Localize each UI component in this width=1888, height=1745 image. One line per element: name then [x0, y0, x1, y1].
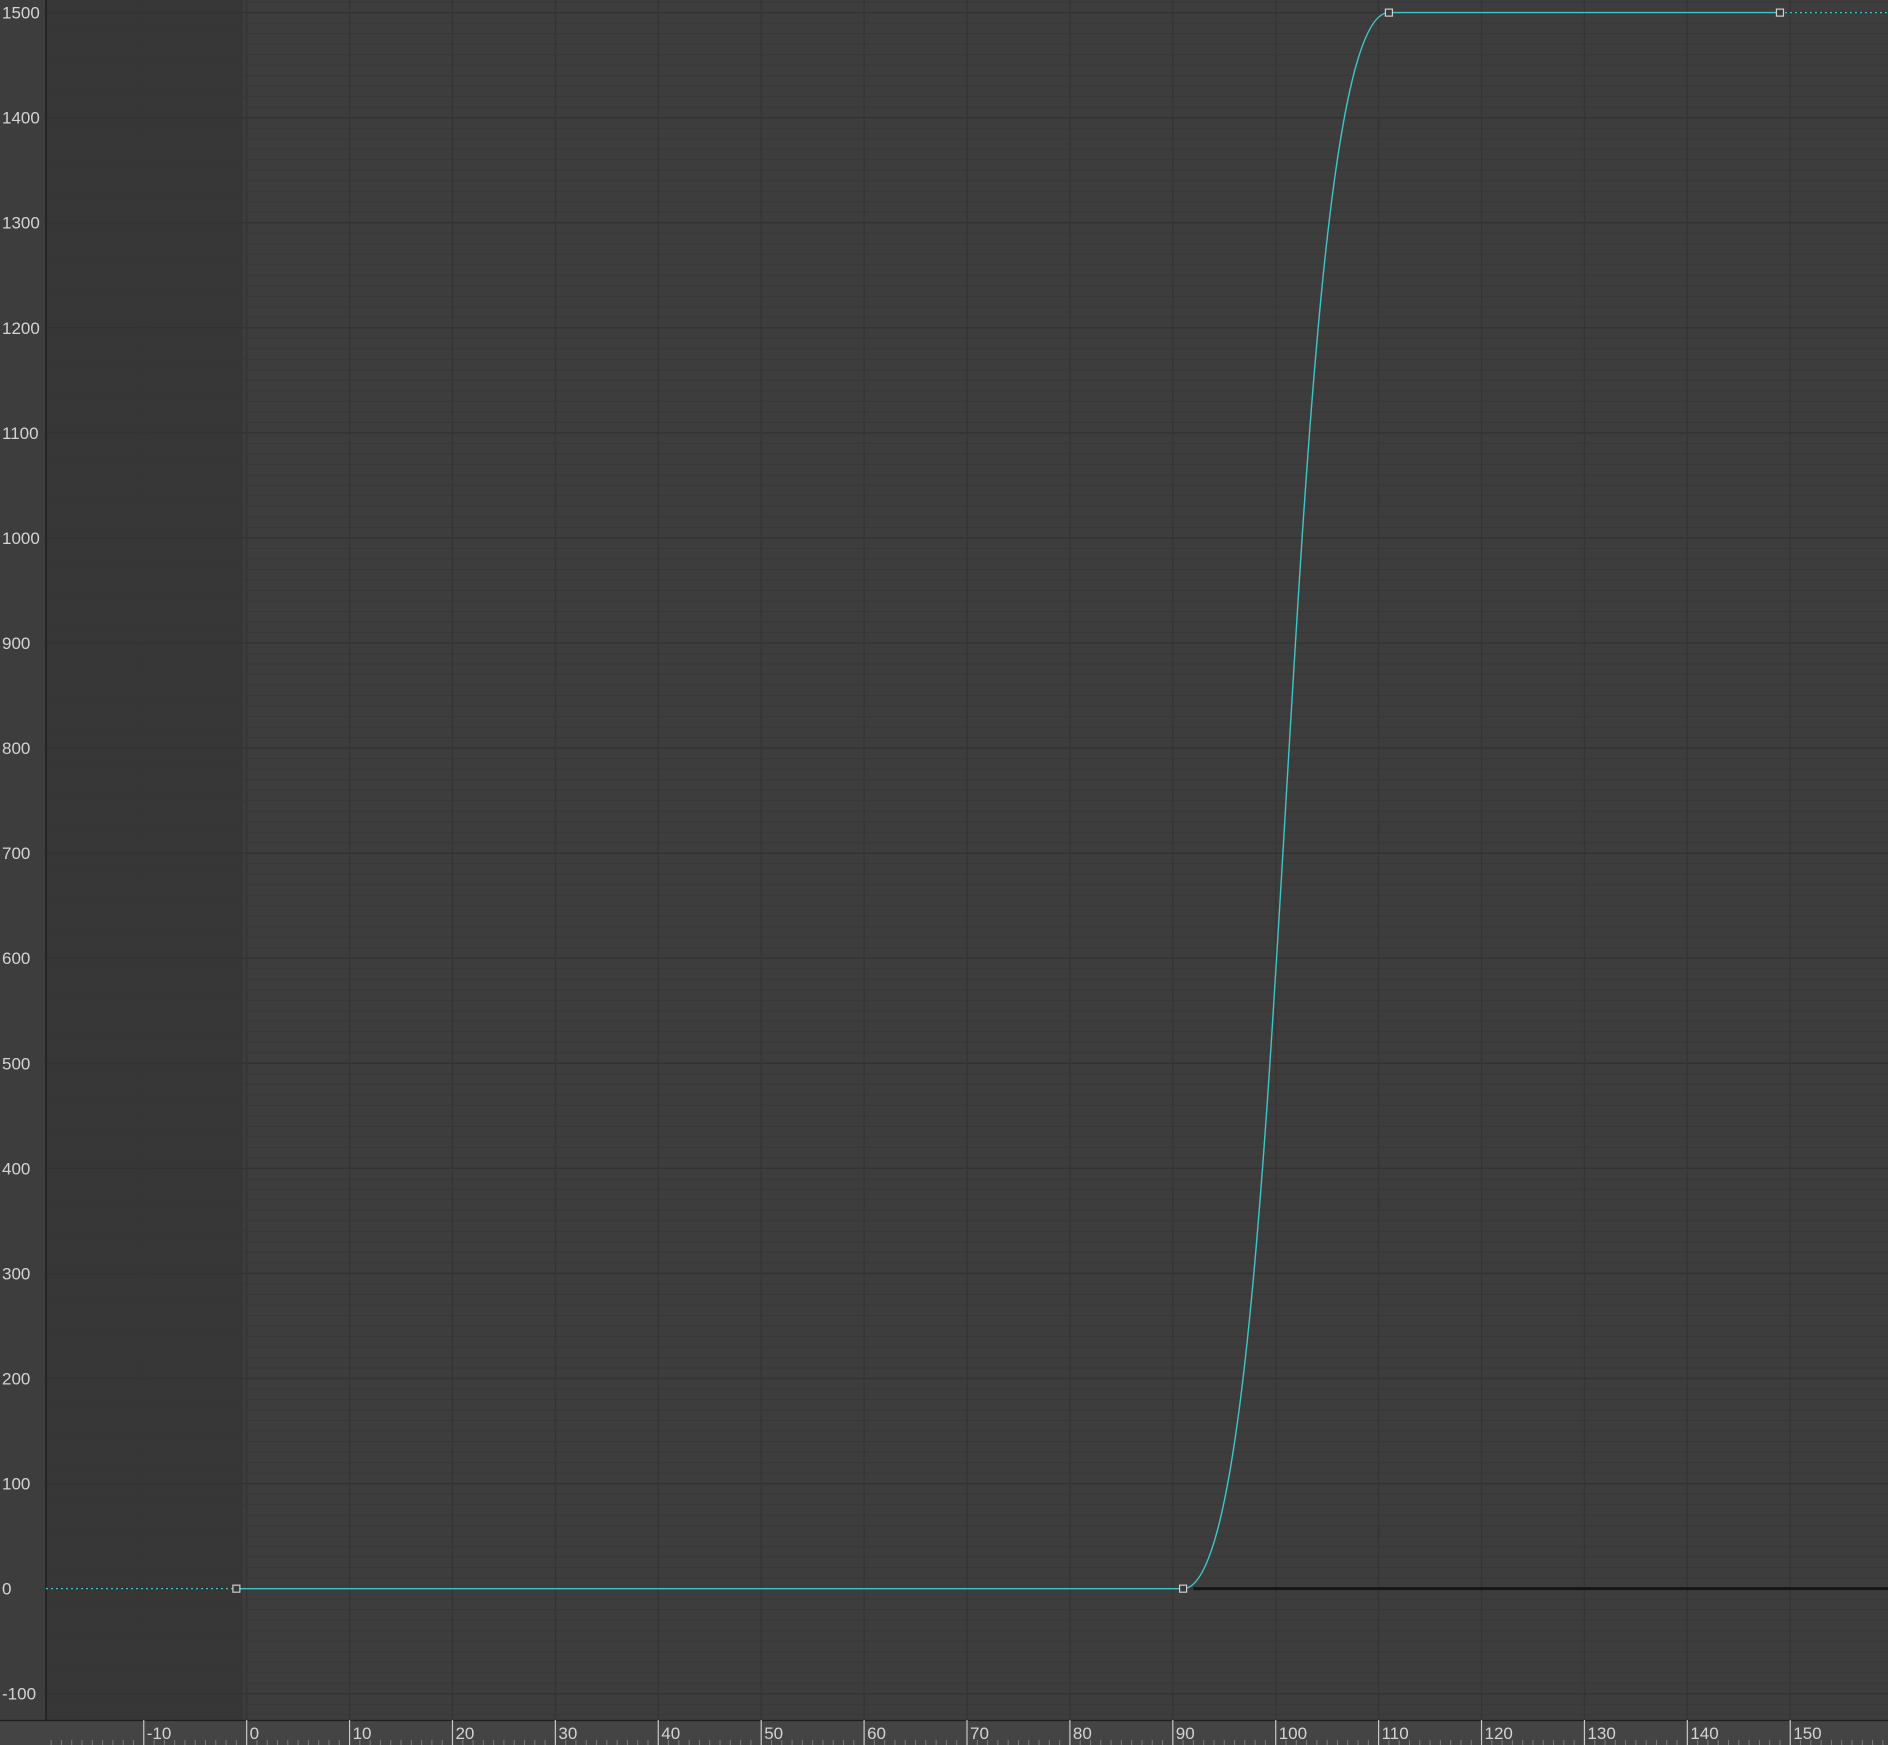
- keyframe-point[interactable]: [233, 1585, 240, 1592]
- value-axis-label: 300: [2, 1264, 30, 1283]
- ruler-label: 150: [1793, 1724, 1821, 1743]
- ruler-label: 90: [1176, 1724, 1195, 1743]
- value-axis-label: 100: [2, 1475, 30, 1494]
- ruler-label: 70: [970, 1724, 989, 1743]
- keyframe-point[interactable]: [1776, 9, 1783, 16]
- ruler-label: 10: [353, 1724, 372, 1743]
- ruler-label: 0: [250, 1724, 259, 1743]
- value-axis-label: 900: [2, 634, 30, 653]
- ruler-label: 30: [558, 1724, 577, 1743]
- ruler-label: -10: [147, 1724, 172, 1743]
- value-axis-label: 1100: [2, 424, 39, 443]
- keyframe-point[interactable]: [1385, 9, 1392, 16]
- ruler-label: 100: [1279, 1724, 1307, 1743]
- ruler-label: 120: [1485, 1724, 1513, 1743]
- value-axis-label: 700: [2, 844, 30, 863]
- ruler-label: 130: [1587, 1724, 1615, 1743]
- value-axis-label: 0: [2, 1580, 11, 1599]
- value-axis-label: 1000: [2, 529, 40, 548]
- value-axis-label: 600: [2, 949, 30, 968]
- value-axis-label: 1300: [2, 214, 40, 233]
- value-axis-label: 200: [2, 1370, 30, 1389]
- value-axis-label: 1500: [2, 4, 40, 23]
- value-axis-label: 1200: [2, 319, 40, 338]
- ruler-label: 50: [764, 1724, 783, 1743]
- ruler-label: 60: [867, 1724, 886, 1743]
- value-axis-label: 1400: [2, 109, 40, 128]
- ruler-label: 110: [1382, 1724, 1409, 1743]
- ruler-label: 20: [455, 1724, 474, 1743]
- keyframe-point[interactable]: [1180, 1585, 1187, 1592]
- value-axis-label: 500: [2, 1054, 30, 1073]
- value-axis-label: -100: [2, 1685, 36, 1704]
- ruler-label: 140: [1690, 1724, 1718, 1743]
- time-ruler[interactable]: -10 0 10 20 30 40 50 60 70 80 90 100 110 120 130 140 150: [0, 1720, 1888, 1745]
- ruler-label: 80: [1073, 1724, 1092, 1743]
- value-axis-label: 400: [2, 1159, 30, 1178]
- ruler-label: 40: [661, 1724, 680, 1743]
- value-axis-label: 800: [2, 739, 30, 758]
